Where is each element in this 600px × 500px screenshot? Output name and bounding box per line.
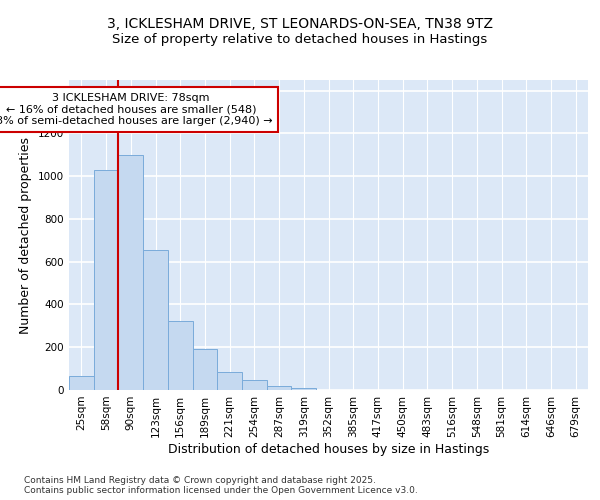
Text: Size of property relative to detached houses in Hastings: Size of property relative to detached ho… [112,32,488,46]
Y-axis label: Number of detached properties: Number of detached properties [19,136,32,334]
Bar [193,350,217,390]
Bar [267,386,292,390]
Bar [242,380,267,390]
Bar [118,155,143,390]
Text: 3 ICKLESHAM DRIVE: 78sqm
← 16% of detached houses are smaller (548)
83% of semi-: 3 ICKLESHAM DRIVE: 78sqm ← 16% of detach… [0,93,272,126]
Text: Contains HM Land Registry data © Crown copyright and database right 2025.
Contai: Contains HM Land Registry data © Crown c… [24,476,418,495]
Bar [168,320,193,390]
Bar [69,376,94,390]
Text: 3, ICKLESHAM DRIVE, ST LEONARDS-ON-SEA, TN38 9TZ: 3, ICKLESHAM DRIVE, ST LEONARDS-ON-SEA, … [107,18,493,32]
Bar [292,388,316,390]
Bar [217,372,242,390]
Bar [143,250,168,390]
X-axis label: Distribution of detached houses by size in Hastings: Distribution of detached houses by size … [168,442,489,456]
Bar [94,170,118,390]
